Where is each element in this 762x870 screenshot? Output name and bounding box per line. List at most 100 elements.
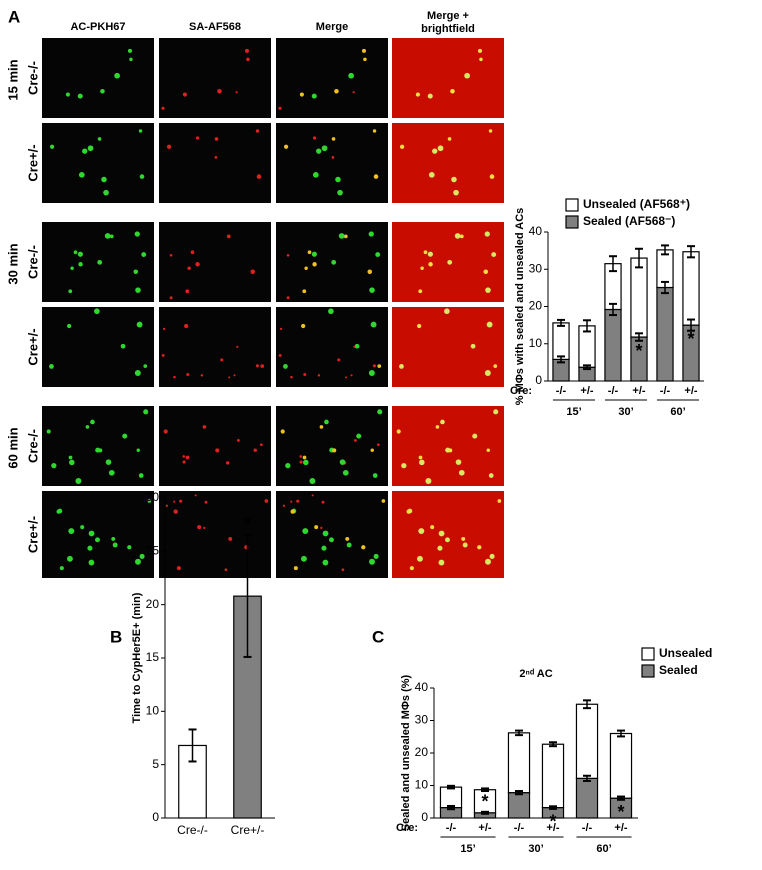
legend-swatch [641,664,655,678]
cell-dot [339,459,346,465]
y-tick-label: 0 [535,373,542,387]
cell-dot [214,155,218,159]
cell-dot [485,287,491,293]
category-title: Cre: [510,385,532,397]
cell-dot [409,566,414,571]
cell-dot [139,553,145,559]
cell-dot [77,93,83,99]
x-tick-label: +/- [614,822,627,834]
x-tick-label: +/- [632,385,645,397]
cell-dot [334,89,339,94]
bar-segment [541,743,565,809]
cell-dot [256,174,262,179]
cell-dot [375,252,381,257]
cell-dot [461,536,466,541]
cell-dot [133,269,139,274]
cell-dot [368,370,375,377]
cell-dot [367,269,373,274]
cell-dot [162,327,166,331]
error-bar [557,318,565,327]
row-label: Cre-/- [25,61,40,95]
time-label: 15 min [5,59,20,100]
cell-dot [136,448,140,452]
bar-segment [507,732,531,794]
significance-mark: * [617,802,624,822]
cell-dot [94,308,100,315]
cell-dot [195,136,200,140]
x-tick-label: +/- [478,822,491,834]
error-bar [661,280,669,295]
cell-dot [314,525,319,530]
cell-dot [163,429,168,434]
cell-dot [343,234,348,239]
cell-dot [493,364,498,368]
cell-dot [187,266,191,270]
error-bar [583,774,591,782]
cell-dot [204,500,208,504]
cell-dot [484,370,491,377]
cell-dot [381,499,386,503]
cell-dot [299,460,303,464]
cell-dot [311,251,317,257]
cell-dot [51,463,57,469]
column-header: SA-AF568 [189,21,241,33]
x-tick-label: +/- [580,385,593,397]
cell-dot [226,234,231,239]
cell-dot [185,455,190,460]
cell-dot [278,106,282,110]
cell-dot [415,92,420,97]
cell-dot [69,459,75,466]
group-label: 60’ [670,406,685,418]
column-header: Merge + [427,10,469,22]
cell-dot [491,252,497,257]
cell-dot [147,499,152,503]
cell-dot [134,231,140,237]
cell-dot [237,439,240,442]
cell-dot [302,289,307,294]
cell-dot [161,106,165,110]
cell-dot [82,148,88,154]
bar-segment [575,703,599,779]
micrograph [276,491,388,578]
cell-dot [307,250,312,255]
cell-dot [485,558,491,565]
error-bar [609,302,617,317]
time-label: 30 min [5,243,20,284]
cell-dot [370,448,374,452]
error-bar [481,810,489,815]
bar-segment [439,786,463,809]
cell-dot [65,92,70,97]
cell-dot [445,537,450,543]
significance-mark: * [481,792,488,812]
cell-dot [109,234,114,239]
cell-dot [88,530,95,537]
y-tick-label: 20 [529,299,543,313]
x-tick-label: -/- [660,385,671,397]
significance-mark: * [244,514,252,536]
cell-dot [173,375,176,379]
cell-dot [311,93,317,99]
cell-dot [322,559,329,566]
cell-dot [363,57,367,62]
group-label: 60’ [596,843,611,855]
x-tick-label: +/- [546,822,559,834]
cell-dot [67,323,72,329]
cell-dot [427,93,433,99]
cell-dot [348,72,354,79]
cell-dot [280,429,285,434]
cell-dot [260,364,265,368]
legend-swatch [565,215,579,229]
cell-dot [321,500,325,504]
cell-dot [303,459,309,466]
cell-dot [462,542,468,548]
x-tick-label: -/- [608,385,619,397]
cell-dot [301,323,306,329]
cell-dot [66,555,73,562]
cell-dot [438,530,445,537]
cell-dot [250,269,256,274]
cell-dot [372,364,376,368]
bar-segment [609,732,633,799]
panel-letter: C [372,627,384,646]
cell-dot [179,499,183,503]
cell-dot [438,559,445,566]
